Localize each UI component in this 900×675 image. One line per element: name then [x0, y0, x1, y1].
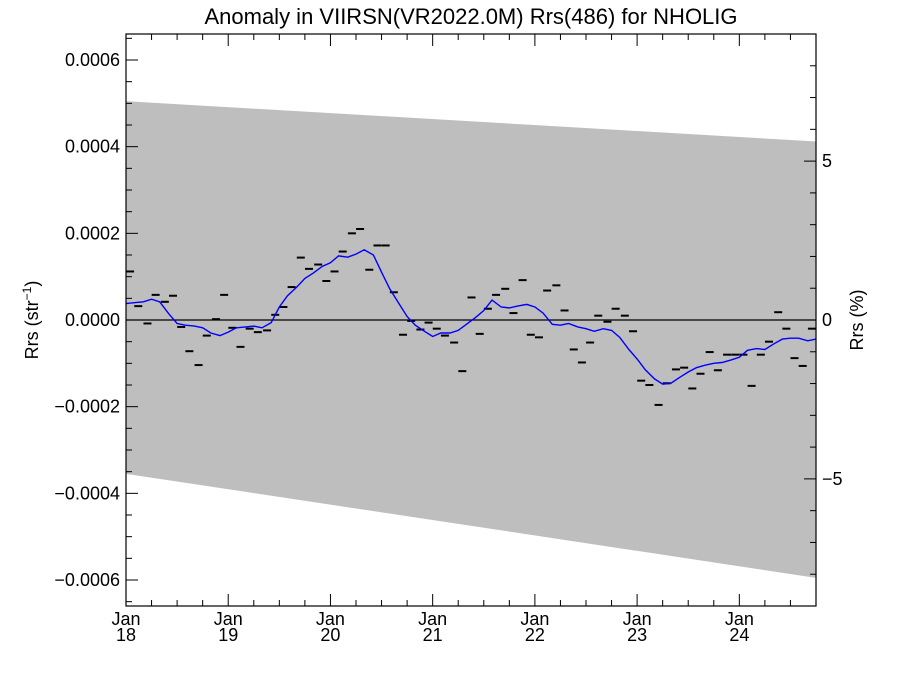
uncertainty-band	[126, 101, 816, 578]
y-tick-label-right: 0	[822, 310, 832, 330]
y-axis-label-left: Rrs (str−1)	[20, 281, 42, 360]
x-tick-label-year: 19	[218, 625, 238, 645]
y-tick-label-left: 0.0006	[65, 50, 120, 70]
x-tick-label-month: Jan	[316, 609, 345, 629]
y-tick-label-left: −0.0004	[54, 483, 120, 503]
x-tick-label-month: Jan	[725, 609, 754, 629]
y-tick-label-left: 0.0000	[65, 310, 120, 330]
plot-area	[125, 101, 817, 578]
chart-title: Anomaly in VIIRSN(VR2022.0M) Rrs(486) fo…	[204, 4, 737, 29]
x-tick-label-month: Jan	[418, 609, 447, 629]
x-tick-label-month: Jan	[214, 609, 243, 629]
y-tick-label-left: −0.0006	[54, 570, 120, 590]
y-tick-label-right: 5	[822, 151, 832, 171]
y-tick-label-left: 0.0002	[65, 223, 120, 243]
x-tick-label-year: 21	[423, 625, 443, 645]
x-tick-label-year: 22	[525, 625, 545, 645]
x-tick-label-year: 24	[729, 625, 749, 645]
y-tick-label-left: 0.0004	[65, 137, 120, 157]
x-tick-label-year: 18	[116, 625, 136, 645]
y-axis-label-right: Rrs (%)	[847, 290, 867, 351]
axes: 0.0006 0.0004 0.0002 0.0000 −0.0002 −0.0004 −0…	[54, 33, 843, 645]
y-tick-label-right: −5	[822, 469, 843, 489]
x-tick-label-year: 20	[320, 625, 340, 645]
x-tick-label-year: 23	[627, 625, 647, 645]
y-tick-label-left: −0.0002	[54, 397, 120, 417]
running-mean-line	[125, 249, 817, 385]
x-tick-label-month: Jan	[520, 609, 549, 629]
x-tick-label-month: Jan	[111, 609, 140, 629]
x-tick-label-month: Jan	[623, 609, 652, 629]
